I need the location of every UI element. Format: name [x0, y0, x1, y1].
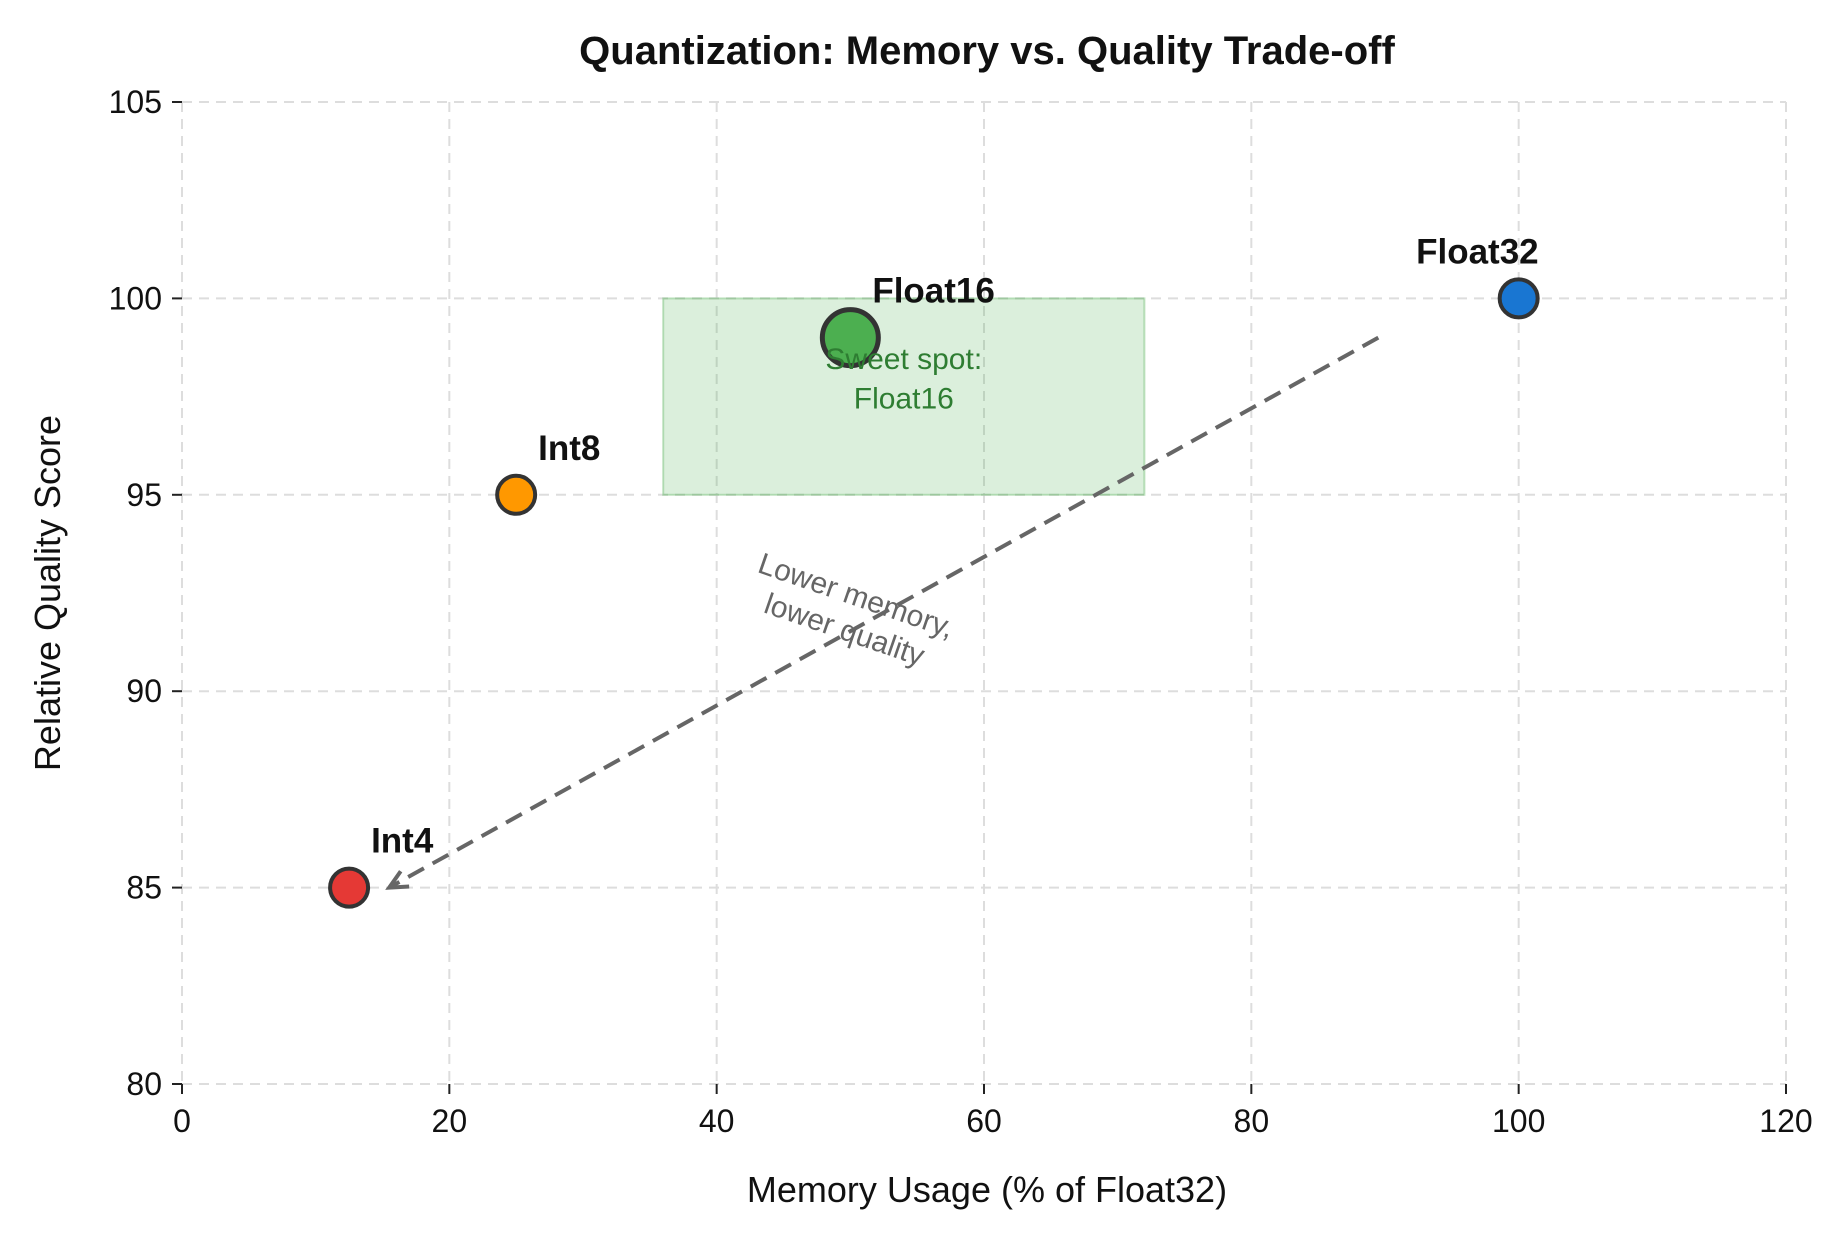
data-point-float16: [819, 307, 881, 369]
point-label-int4: Int4: [371, 822, 434, 861]
x-axis-label: Memory Usage (% of Float32): [747, 1169, 1227, 1210]
y-axis-label: Relative Quality Score: [27, 415, 68, 771]
y-tick-label-1: 85: [126, 870, 162, 906]
y-tick-label-0: 80: [126, 1066, 162, 1102]
y-tick-label-3: 95: [126, 477, 162, 513]
point-label-float32: Float32: [1416, 232, 1539, 271]
point-label-float16: Float16: [872, 272, 995, 311]
data-points: [328, 277, 1540, 909]
point-labels: Float32 Float16 Int8 Int4: [371, 232, 1539, 860]
sweet-spot-label-line2: Float16: [854, 382, 954, 415]
trend-arrow-head: [385, 870, 410, 890]
y-tick-label-2: 90: [126, 673, 162, 709]
x-tick-label-6: 120: [1759, 1103, 1812, 1139]
axis-ticks: 0 20 40 60 80 100 120 80 85 90 95 100 105: [109, 84, 1813, 1139]
y-tick-label-5: 105: [109, 84, 162, 120]
sweet-spot-region: [662, 297, 1146, 496]
trend-label: Lower memory, lower quality: [754, 547, 958, 673]
trend-arrow-line: [388, 335, 1380, 890]
y-tick-label-4: 100: [109, 280, 162, 316]
data-point-float32: [1497, 277, 1540, 320]
x-tick-label-5: 100: [1492, 1103, 1545, 1139]
grid: [181, 101, 1787, 1085]
x-tick-label-3: 60: [966, 1103, 1002, 1139]
data-point-int4: [328, 866, 371, 909]
x-tick-label-4: 80: [1234, 1103, 1270, 1139]
data-point-int8: [495, 473, 538, 516]
x-tick-label-2: 40: [699, 1103, 735, 1139]
x-tick-label-0: 0: [173, 1103, 191, 1139]
sweet-spot-label-line1: Sweet spot:: [825, 343, 982, 376]
chart-title: Quantization: Memory vs. Quality Trade-o…: [579, 29, 1395, 73]
x-tick-label-1: 20: [432, 1103, 468, 1139]
point-label-int8: Int8: [538, 429, 600, 468]
trend-arrow: [385, 335, 1380, 890]
